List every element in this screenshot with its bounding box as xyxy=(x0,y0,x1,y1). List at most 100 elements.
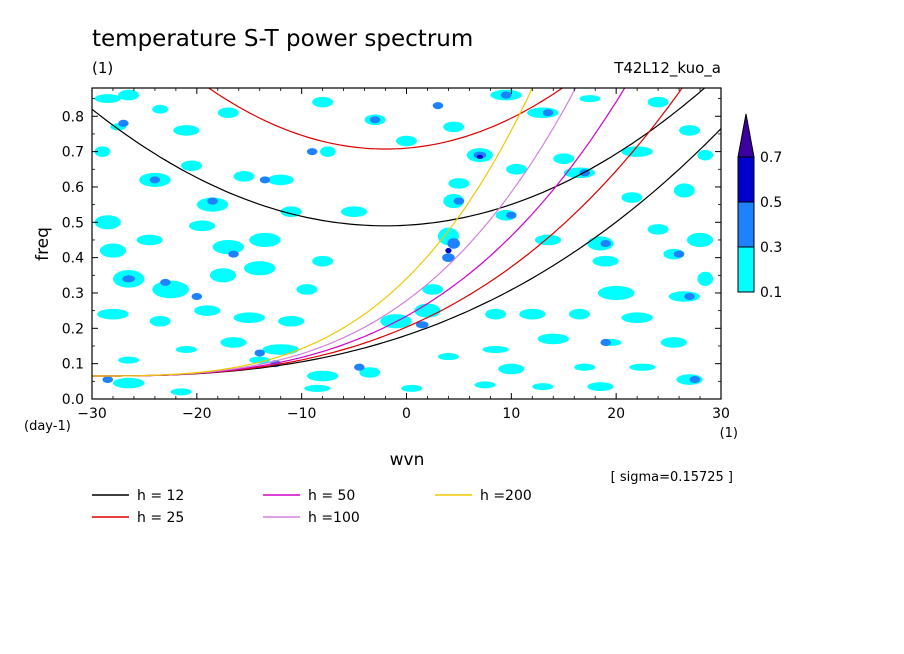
power-patch-112 xyxy=(600,239,611,248)
colorbar-label: 0.3 xyxy=(760,240,782,256)
power-patch-29 xyxy=(249,232,281,248)
x-tick-label: −30 xyxy=(77,406,107,422)
power-patch-18 xyxy=(506,163,528,175)
x-tick-label: −20 xyxy=(182,406,212,422)
power-patch-9 xyxy=(443,121,465,133)
x-axis-label: wvn xyxy=(390,450,425,470)
colorbar-top-arrow xyxy=(737,113,755,158)
power-patch-25 xyxy=(94,215,121,230)
power-patch-113 xyxy=(673,250,685,258)
chart-subtitle-left: (1) xyxy=(92,59,113,77)
power-patch-1 xyxy=(118,89,140,101)
power-patch-62 xyxy=(534,234,562,246)
y-tick-label: 0.7 xyxy=(62,145,84,161)
colorbar-segment-1 xyxy=(737,201,755,248)
y-tick-label: 0.4 xyxy=(62,251,84,267)
power-patch-65 xyxy=(686,232,714,248)
legend-label-0: h = 12 xyxy=(137,488,184,504)
legend: h = 12 h = 25 h = 50 h =100 h =200 xyxy=(92,488,532,526)
legend-label-2: h = 50 xyxy=(308,488,355,504)
power-patch-2 xyxy=(152,104,169,114)
power-patch-32 xyxy=(99,243,127,258)
power-patch-103 xyxy=(228,250,239,258)
power-patch-91 xyxy=(280,206,302,217)
chart-subtitle-right: T42L12_kuo_a xyxy=(613,59,721,78)
power-patch-89 xyxy=(553,153,575,164)
power-patch-99 xyxy=(415,321,429,329)
power-patch-48 xyxy=(306,370,339,382)
power-patch-115 xyxy=(600,338,611,346)
colorbar: 0.1 0.3 0.5 0.7 xyxy=(737,113,782,301)
power-patch-52 xyxy=(170,388,192,396)
curve-upper-h12 xyxy=(92,88,706,227)
power-patch-56 xyxy=(422,284,444,295)
power-patch-8 xyxy=(396,135,417,147)
power-patch-96 xyxy=(432,102,444,110)
curve-upper-h25 xyxy=(207,88,564,150)
power-patch-97 xyxy=(500,91,512,99)
power-patch-41 xyxy=(233,312,265,324)
x-tick-label: −10 xyxy=(287,406,317,422)
power-patch-49 xyxy=(359,367,381,378)
power-patch-50 xyxy=(304,384,331,392)
colorbar-segment-2 xyxy=(737,156,755,203)
power-patch-43 xyxy=(220,337,247,348)
power-patch-37 xyxy=(296,284,318,295)
power-patch-6 xyxy=(312,96,334,108)
colorbar-label: 0.7 xyxy=(760,150,782,166)
power-patch-87 xyxy=(673,183,695,198)
power-patch-42 xyxy=(278,315,305,327)
power-patch-100 xyxy=(122,275,135,283)
legend-label-1: h = 25 xyxy=(137,510,184,526)
power-patch-4 xyxy=(173,125,200,136)
power-patch-63 xyxy=(587,236,614,251)
power-patch-75 xyxy=(537,333,569,345)
power-patch-64 xyxy=(647,224,669,235)
power-patch-95 xyxy=(453,197,465,205)
power-patch-84 xyxy=(587,382,614,392)
power-patch-73 xyxy=(519,308,546,320)
power-patch-114 xyxy=(684,292,695,301)
power-patch-38 xyxy=(97,308,129,320)
power-patch-22 xyxy=(196,197,229,212)
power-patch-60 xyxy=(448,178,470,189)
power-patch-74 xyxy=(485,308,507,320)
power-patch-40 xyxy=(194,305,221,316)
y-tick-label: 0.6 xyxy=(62,180,84,196)
y-tick-label: 0.8 xyxy=(62,109,84,125)
power-patch-101 xyxy=(160,278,171,286)
power-patch-121 xyxy=(445,247,452,254)
sigma-label: [ sigma=0.15725 ] xyxy=(611,470,733,485)
power-patch-119 xyxy=(102,376,113,384)
x-axis-unit: (1) xyxy=(720,426,738,441)
power-patch-108 xyxy=(118,119,129,127)
power-patch-46 xyxy=(262,344,300,355)
power-patch-122 xyxy=(476,154,484,160)
y-axis-label: freq xyxy=(33,227,53,261)
power-patch-66 xyxy=(592,255,619,267)
power-patch-39 xyxy=(149,315,171,327)
y-tick-label: 0.5 xyxy=(62,215,84,231)
power-patch-0 xyxy=(94,94,121,104)
power-patch-13 xyxy=(647,96,669,108)
colorbar-label: 0.5 xyxy=(760,195,782,211)
power-patch-102 xyxy=(191,292,203,301)
power-patch-69 xyxy=(597,285,635,301)
legend-label-4: h =200 xyxy=(480,488,532,504)
colorbar-segment-0 xyxy=(737,246,755,293)
power-patch-81 xyxy=(574,363,596,371)
y-tick-label: 0.0 xyxy=(62,392,84,408)
y-tick-label: 0.1 xyxy=(62,357,84,373)
dispersion-curves xyxy=(92,88,721,377)
power-patch-120 xyxy=(354,363,365,371)
power-patch-31 xyxy=(312,255,334,267)
power-patch-11 xyxy=(527,107,559,119)
y-axis-unit: (day-1) xyxy=(24,419,71,434)
power-patch-26 xyxy=(136,234,163,246)
power-patch-117 xyxy=(254,349,265,357)
power-patch-44 xyxy=(175,345,197,354)
power-patch-71 xyxy=(621,312,653,324)
power-patch-107 xyxy=(306,148,318,156)
power-patch-30 xyxy=(340,206,368,217)
legend-label-3: h =100 xyxy=(308,510,360,526)
